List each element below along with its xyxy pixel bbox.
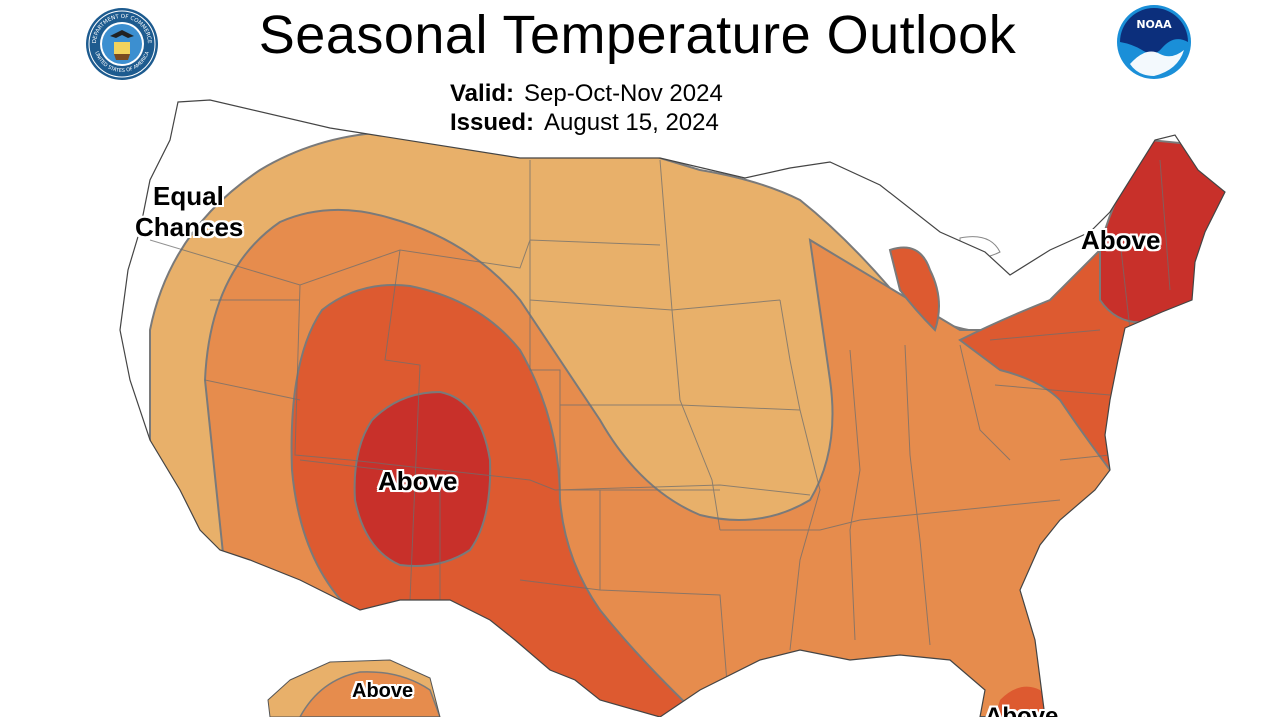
svg-text:NOAA: NOAA [1136,18,1172,31]
label-equal-line2: Chances [135,212,244,242]
issued-date: Issued: August 15, 2024 [450,109,719,137]
label-above-northeast: Above [1081,225,1161,255]
contour-60-above [353,390,492,567]
label-above-florida: Above [985,703,1059,717]
label-equal-line1: Equal [153,181,224,211]
label-equal-chances: Equal [153,180,224,212]
label-above-southwest: Above [378,466,458,496]
conus-outline [119,99,1226,717]
issued-label: Issued: [450,109,535,136]
commerce-seal-icon: DEPARTMENT OF COMMERCE UNITED STATES OF … [86,8,158,80]
label-chances: Chances [135,212,243,243]
noaa-logo-icon: NOAA [1117,5,1191,79]
valid-label: Valid: [450,80,515,107]
state-boundaries [149,159,1171,717]
issued-value: August 15, 2024 [544,109,719,136]
valid-value: Sep-Oct-Nov 2024 [524,80,723,107]
label-above-alaska: Above [352,680,414,702]
map-title: Seasonal Temperature Outlook [258,5,1017,65]
valid-period: Valid: Sep-Oct-Nov 2024 [450,80,723,108]
contour-50-above-michigan [888,246,940,332]
